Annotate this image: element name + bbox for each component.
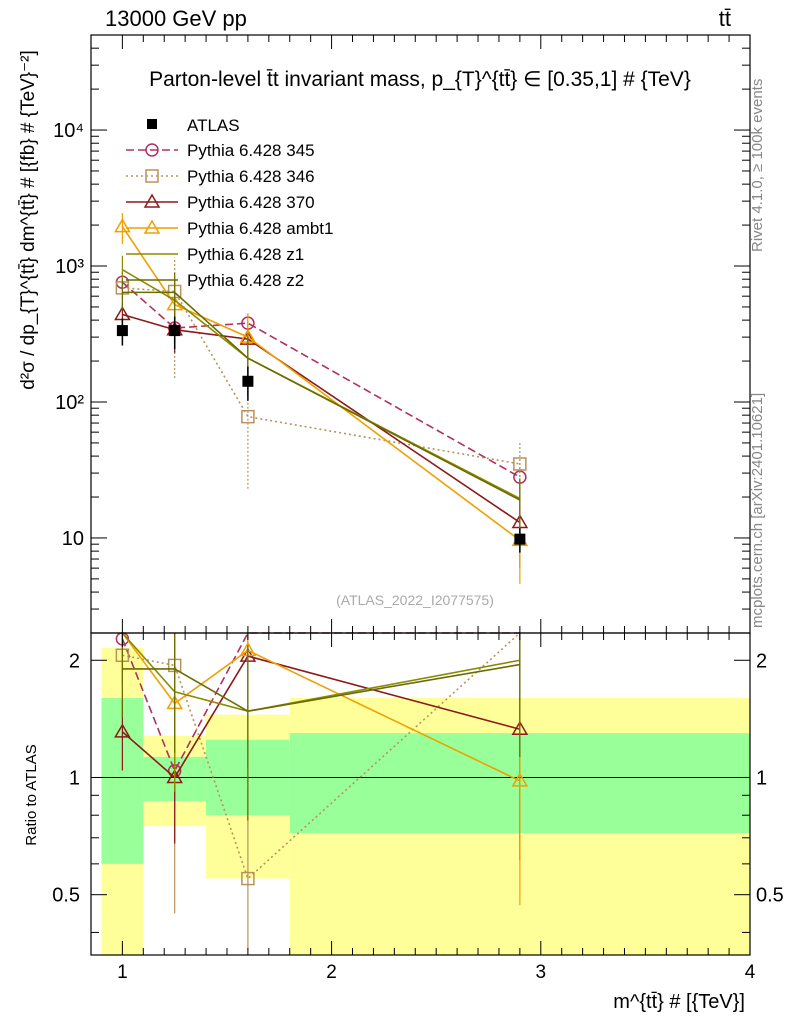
- ratio-y-tick-label-right: 0.5: [756, 885, 784, 907]
- legend-marker: [143, 193, 161, 208]
- axes: 1 2 3 4 10 10² 10³ 10⁴ 0.5 0.5 1 1 2 2: [52, 34, 784, 983]
- series-group: [121, 272, 521, 533]
- ratio-y-tick-label: 0.5: [52, 885, 80, 907]
- ratio-bands: [91, 648, 750, 955]
- y-tick-label: 10: [62, 528, 84, 550]
- y-tick-label: 10³: [55, 256, 84, 278]
- ratio-y-axis-label: Ratio to ATLAS: [23, 744, 40, 845]
- y-tick-label: 10⁴: [53, 120, 84, 142]
- ratio-y-tick-label: 2: [69, 650, 80, 672]
- ratio-series-line: [122, 663, 521, 713]
- series-line: [121, 281, 521, 478]
- ratio-point: [511, 772, 529, 787]
- data-point: [116, 325, 128, 337]
- analysis-id: (ATLAS_2022_I2077575): [336, 592, 494, 608]
- x-tick-label: 2: [326, 962, 337, 983]
- data-point: [242, 375, 254, 387]
- series-point: [241, 409, 255, 424]
- legend-label: Pythia 6.428 z2: [187, 271, 304, 290]
- data-point: [169, 325, 181, 337]
- legend: ATLAS Pythia 6.428 345 Pythia 6.428 346 Pyt…: [126, 116, 333, 290]
- series-line: [122, 313, 521, 524]
- data-group: [116, 316, 526, 553]
- data-point: [514, 533, 526, 545]
- legend-label: Pythia 6.428 346: [187, 167, 315, 186]
- legend-marker: [145, 143, 159, 157]
- legend-label: Pythia 6.428 370: [187, 193, 315, 212]
- series-group: [115, 257, 527, 498]
- ratio-frame: [90, 632, 751, 956]
- energy-label: 13000 GeV pp: [105, 6, 247, 31]
- legend-marker: [145, 169, 159, 183]
- ratio-y-tick-label: 1: [69, 767, 80, 789]
- ratio-series-group: [121, 633, 521, 821]
- legend-marker-atlas: [147, 119, 157, 129]
- series-point: [114, 218, 131, 233]
- series-line: [122, 291, 521, 501]
- ratio-panel-content: [114, 632, 529, 951]
- ratio-point: [241, 871, 255, 886]
- legend-label: Pythia 6.428 ambt1: [187, 219, 333, 238]
- legend-label: ATLAS: [187, 116, 240, 135]
- ratio-series-line: [121, 655, 521, 779]
- series-group: [114, 303, 529, 569]
- y-tick-label: 10²: [55, 392, 84, 414]
- series-group: [114, 213, 529, 584]
- ratio-series-line: [121, 632, 521, 713]
- x-tick-label: 3: [536, 962, 547, 983]
- y-axis-label: d²σ / dp_{T}^{tt̄} dm^{tt̄} # [{fb} # {T…: [18, 50, 39, 390]
- mcplots-label: mcplots.cern.ch [arXiv:2401.10621]: [749, 393, 766, 628]
- ratio-y-tick-label-right: 2: [756, 650, 767, 672]
- chart-title: Parton-level t̄t invariant mass, p_{T}^{…: [149, 68, 691, 91]
- x-axis-label: m^{tt̄} # [{TeV}]: [613, 991, 745, 1013]
- legend-marker: [143, 219, 161, 234]
- ratio-y-tick-label-right: 1: [756, 767, 767, 789]
- series-line: [122, 287, 521, 465]
- series-point: [513, 457, 527, 471]
- main-panel-content: [114, 213, 529, 584]
- ratio-series-line: [122, 632, 521, 880]
- rivet-label: Rivet 4.1.0, ≥ 100k events: [749, 79, 766, 252]
- series-line: [121, 226, 521, 542]
- legend-label: Pythia 6.428 z1: [187, 245, 304, 264]
- legend-label: Pythia 6.428 345: [187, 141, 315, 160]
- x-tick-label: 1: [117, 962, 128, 983]
- ratio-point: [114, 723, 131, 738]
- process-label: tt̄: [719, 6, 731, 31]
- x-tick-label: 4: [745, 962, 756, 983]
